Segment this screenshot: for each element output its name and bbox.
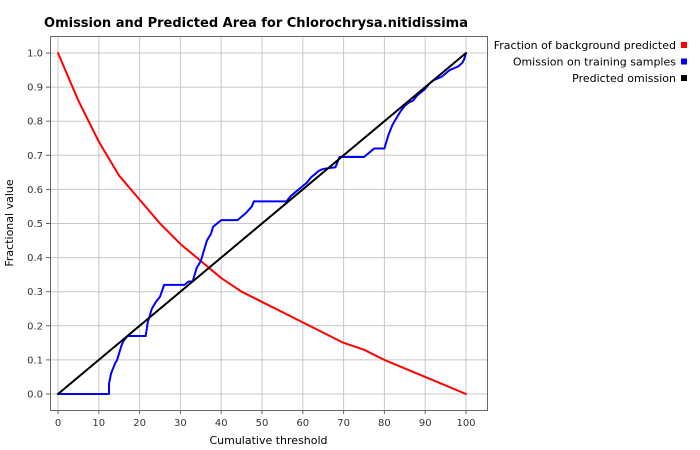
y-tick-label: 0.3 xyxy=(27,287,43,298)
y-tick-label: 0.4 xyxy=(27,253,43,264)
series-lines xyxy=(57,52,467,395)
x-tick-label: 10 xyxy=(92,418,105,429)
x-tick-label: 90 xyxy=(419,418,432,429)
x-tick-label: 50 xyxy=(256,418,269,429)
background-predicted-line xyxy=(57,52,467,395)
x-tick-label: 20 xyxy=(133,418,146,429)
y-tick-label: 0.2 xyxy=(27,321,43,332)
y-tick-label: 0.1 xyxy=(27,355,43,366)
y-tick-label: 1.0 xyxy=(27,49,43,60)
plot-area: 0 10 20 30 40 50 60 70 80 90 100 0.0 0.1 0.2 0.3 0.4 0.5… xyxy=(27,36,488,430)
x-tick-label: 60 xyxy=(296,418,309,429)
y-tick-label: 0.6 xyxy=(27,185,43,196)
x-tick-label: 70 xyxy=(337,418,350,429)
x-tick-label: 40 xyxy=(215,418,228,429)
y-tick-label: 0.8 xyxy=(27,117,43,128)
y-tick-label: 0.5 xyxy=(27,219,43,230)
y-tick-label: 0.7 xyxy=(27,151,43,162)
grid xyxy=(50,36,487,410)
y-tick-label: 0.0 xyxy=(27,390,43,401)
legend-label: Omission on training samples xyxy=(513,56,676,69)
legend-label: Predicted omission xyxy=(572,72,676,85)
x-tick-label: 30 xyxy=(174,418,187,429)
legend-swatch xyxy=(681,75,687,81)
legend-label: Fraction of background predicted xyxy=(494,39,676,52)
x-axis-label: Cumulative threshold xyxy=(209,434,327,447)
axis-ticks: 0 10 20 30 40 50 60 70 80 90 100 0.0 0.1 0.2 0.3 0.4 0.5… xyxy=(27,49,475,430)
plot-border xyxy=(50,36,488,411)
legend-swatch xyxy=(681,42,687,48)
x-tick-label: 0 xyxy=(55,418,61,429)
legend-swatch xyxy=(681,58,687,65)
training-omission-line xyxy=(57,52,467,395)
predicted-omission-line xyxy=(57,52,467,395)
y-axis-label: Fractional value xyxy=(3,179,16,266)
chart-title: Omission and Predicted Area for Chloroch… xyxy=(44,16,468,31)
x-tick-label: 80 xyxy=(378,418,391,429)
y-tick-label: 0.9 xyxy=(27,83,43,94)
legend: Fraction of background predicted Omission… xyxy=(494,39,687,85)
x-tick-label: 100 xyxy=(456,418,475,429)
